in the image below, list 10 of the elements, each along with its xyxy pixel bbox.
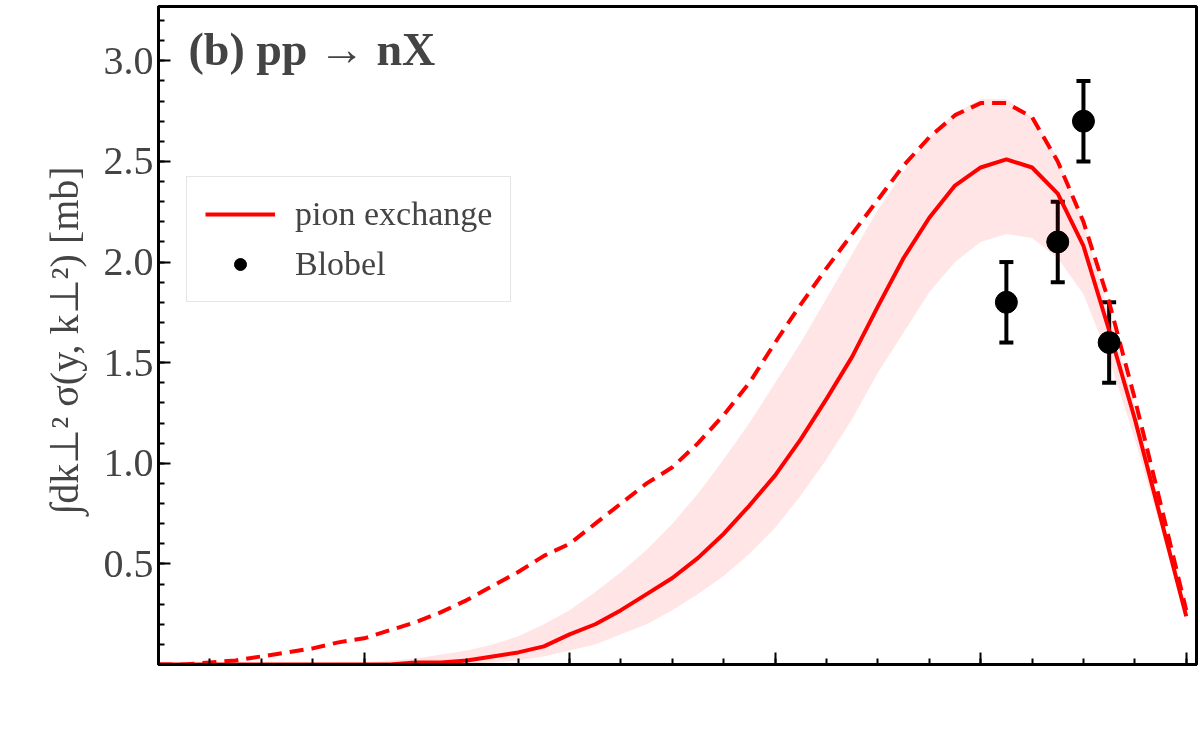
y-axis-title: ∫dk⊥² σ(y, k⊥²) [mb] (41, 166, 89, 518)
y-tick-label: 2.5 (103, 138, 154, 184)
chart-title: (b) pp → nX (188, 23, 436, 75)
y-tick-label: 1.0 (103, 440, 154, 486)
legend-label: pion exchange (295, 195, 493, 233)
y-tick-label: 1.5 (103, 339, 154, 385)
y-tick-label: 3.0 (103, 37, 154, 83)
y-tick-label: 2.0 (103, 239, 154, 285)
y-tick-label: 0.5 (103, 540, 154, 586)
legend-label: Blobel (295, 245, 386, 283)
